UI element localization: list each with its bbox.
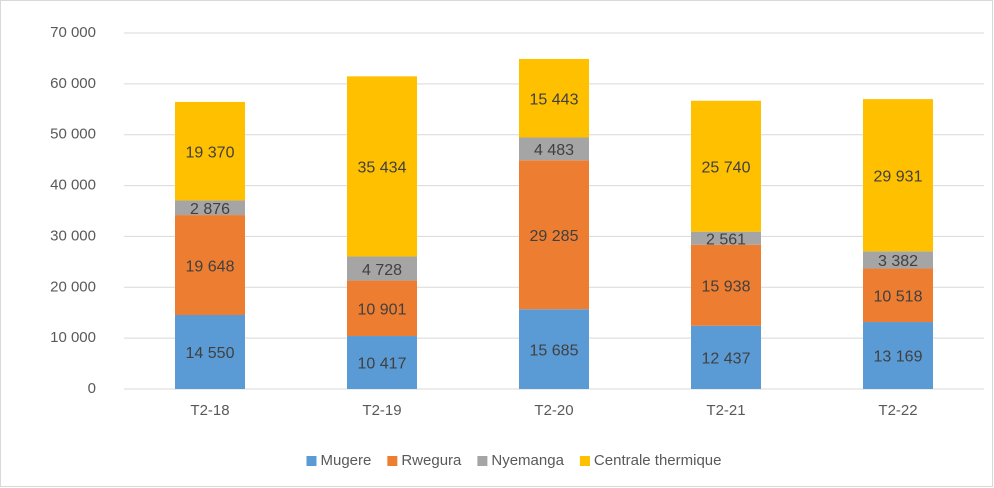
bar-segment [863, 251, 933, 269]
x-tick-label: T2-19 [362, 402, 401, 419]
value-label: 29 931 [874, 168, 923, 185]
bar-segment [175, 101, 245, 201]
value-label: 19 648 [186, 258, 235, 275]
x-tick-label: T2-18 [190, 402, 229, 419]
bar-segment [347, 336, 417, 389]
value-label: 2 876 [190, 201, 230, 218]
bar-segment [519, 160, 589, 310]
y-tick-label: 40 000 [50, 177, 96, 194]
legend-swatch [579, 456, 590, 466]
legend-label: Centrale thermique [594, 452, 722, 469]
bar-segment [863, 99, 933, 252]
value-label: 4 483 [534, 142, 574, 159]
y-tick-label: 20 000 [50, 278, 96, 295]
value-label: 10 518 [874, 288, 923, 305]
legend-swatch [306, 456, 317, 466]
value-label: 10 417 [358, 356, 407, 373]
y-tick-label: 50 000 [50, 126, 96, 143]
y-tick-label: 0 [88, 380, 96, 397]
x-tick-label: T2-22 [878, 402, 917, 419]
value-label: 3 382 [878, 253, 918, 270]
value-label: 2 561 [706, 231, 746, 248]
bar-segment [175, 215, 245, 316]
value-label: 19 370 [186, 144, 235, 161]
bar-segment [863, 268, 933, 323]
value-label: 12 437 [702, 351, 751, 368]
value-label: 4 728 [362, 262, 402, 279]
bar-segment [519, 137, 589, 161]
bar-segment [519, 58, 589, 138]
value-label: 10 901 [358, 302, 407, 319]
bar-segment [175, 315, 245, 389]
value-label: 15 443 [530, 91, 579, 108]
y-tick-label: 60 000 [50, 75, 96, 92]
legend-swatch [387, 456, 398, 466]
legend-label: Nyemanga [491, 452, 564, 469]
value-label: 15 938 [702, 278, 751, 295]
bar-segment [175, 200, 245, 216]
y-tick-label: 30 000 [50, 227, 96, 244]
y-tick-label: 70 000 [50, 24, 96, 41]
bar-segment [691, 325, 761, 389]
bar-segment [691, 231, 761, 245]
y-tick-label: 10 000 [50, 329, 96, 346]
bar-segment [347, 256, 417, 281]
x-tick-label: T2-21 [706, 402, 745, 419]
value-label: 13 169 [874, 349, 923, 366]
bar-segment [347, 280, 417, 337]
legend-swatch [477, 456, 488, 466]
value-label: 25 740 [702, 159, 751, 176]
value-label: 29 285 [530, 228, 579, 245]
legend-label: Mugere [320, 452, 371, 469]
bar-segment [863, 322, 933, 389]
bar-segment [347, 76, 417, 257]
value-label: 14 550 [186, 345, 235, 362]
legend-label: Rwegura [401, 452, 462, 469]
bar-segment [519, 309, 589, 389]
bar-segment [691, 100, 761, 232]
value-label: 35 434 [358, 160, 407, 177]
value-label: 15 685 [530, 342, 579, 359]
x-tick-label: T2-20 [534, 402, 573, 419]
bar-segment [691, 244, 761, 326]
